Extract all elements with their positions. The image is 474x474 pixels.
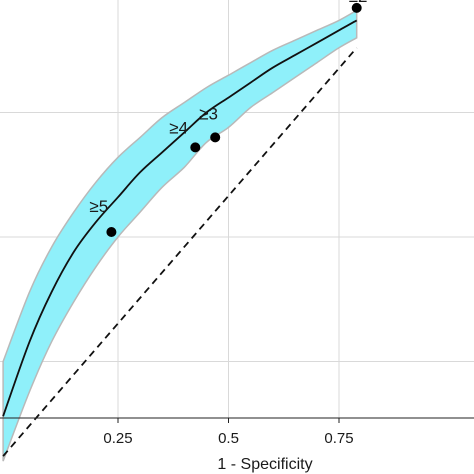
threshold-label-2: ≥3 [199, 104, 218, 123]
threshold-label-3: ≥2 [349, 0, 368, 6]
x-tick-label-1: 0.5 [218, 430, 239, 447]
x-axis-label: 1 - Specificity [217, 456, 312, 473]
threshold-label-1: ≥4 [169, 118, 188, 137]
reference-diagonal [2, 47, 358, 457]
x-tick-labels: 0.25 0.5 0.75 [103, 418, 354, 447]
threshold-point-2 [210, 132, 221, 143]
threshold-point-3 [351, 2, 362, 13]
threshold-points: ≥5≥4≥3≥2≥ [89, 0, 368, 237]
threshold-point-1 [190, 142, 201, 153]
fitted-roc-curve [2, 19, 358, 417]
diagonal-line [2, 47, 358, 457]
confidence-band-area [2, 9, 358, 462]
confidence-band [2, 9, 358, 462]
roc-curve-line [2, 19, 358, 417]
x-tick-label-0: 0.25 [103, 430, 132, 447]
threshold-label-0: ≥5 [89, 197, 108, 216]
x-tick-label-2: 0.75 [324, 430, 353, 447]
threshold-point-0 [106, 227, 117, 237]
